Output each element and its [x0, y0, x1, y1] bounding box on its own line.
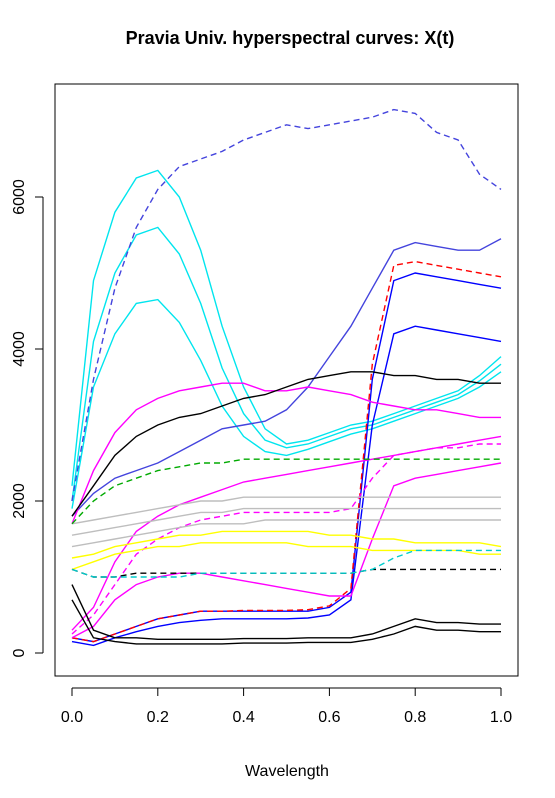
chart-title: Pravia Univ. hyperspectral curves: X(t)	[126, 28, 455, 48]
x-tick-label: 1.0	[490, 709, 512, 726]
y-tick-label: 4000	[11, 331, 28, 367]
series-line-7	[71, 325, 502, 647]
y-tick-label: 0	[11, 648, 28, 657]
x-axis-label: Wavelength	[245, 763, 329, 780]
series-layer	[71, 108, 502, 647]
series-line-23	[71, 458, 501, 525]
series-line-9	[71, 435, 502, 631]
series-line-11	[71, 382, 501, 525]
x-tick-label: 0.0	[61, 709, 83, 726]
series-line-5	[71, 238, 502, 517]
series-line-8	[71, 260, 502, 643]
series-line-13	[71, 530, 502, 559]
series-line-10	[71, 462, 502, 639]
x-tick-label: 0.2	[147, 709, 169, 726]
series-line-18	[71, 584, 501, 640]
y-axis: 0 2000 4000 6000	[11, 179, 44, 657]
series-line-2	[71, 298, 502, 509]
x-tick-label: 0.8	[404, 709, 426, 726]
series-line-17	[71, 507, 501, 536]
series-line-20	[71, 568, 501, 578]
series-line-6	[71, 272, 502, 643]
y-tick-label: 6000	[11, 179, 28, 215]
series-line-12	[71, 443, 501, 635]
series-line-22	[71, 549, 501, 578]
series-line-21	[71, 371, 501, 517]
series-line-1	[71, 169, 502, 486]
series-line-15	[71, 496, 501, 525]
x-tick-label: 0.4	[232, 709, 254, 726]
series-line-3	[71, 226, 502, 502]
y-tick-label: 2000	[11, 483, 28, 519]
series-line-19	[71, 599, 501, 645]
series-line-14	[71, 542, 501, 571]
series-line-16	[71, 519, 501, 548]
plot-frame	[54, 83, 519, 677]
x-tick-label: 0.6	[318, 709, 340, 726]
x-axis: 0.0 0.2 0.4 0.6 0.8 1.0	[61, 687, 512, 726]
series-line-4	[71, 108, 502, 502]
